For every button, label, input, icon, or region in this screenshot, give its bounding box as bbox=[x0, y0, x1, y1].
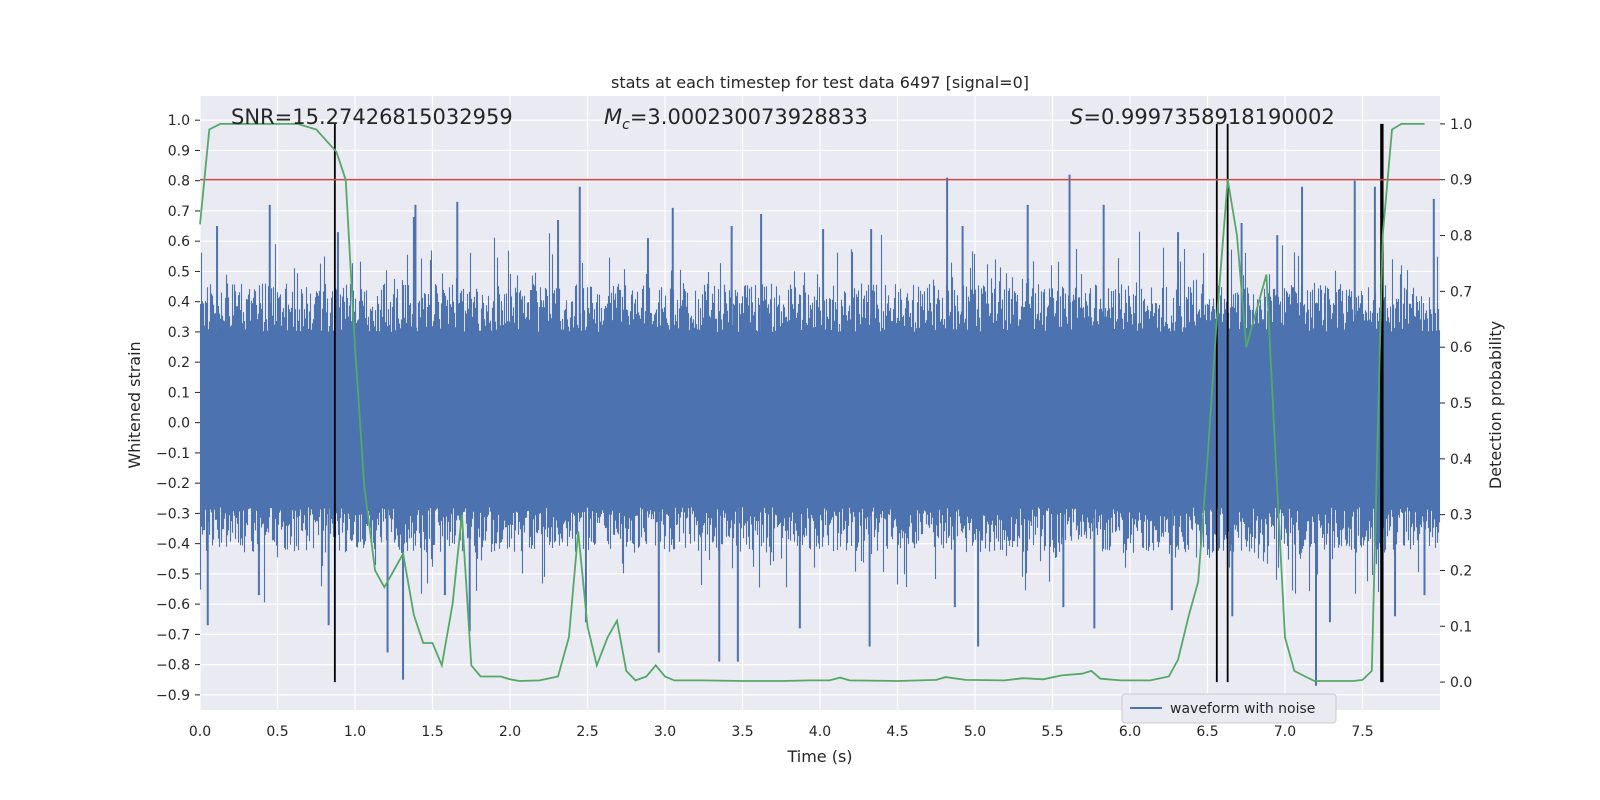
x-tick-label: 0.0 bbox=[189, 724, 211, 740]
y-right-tick-label: 1.0 bbox=[1450, 117, 1472, 133]
y-left-tick-label: 0.9 bbox=[168, 143, 190, 159]
y-left-tick-label: −0.8 bbox=[156, 658, 190, 674]
x-tick-label: 1.5 bbox=[421, 724, 443, 740]
legend-box bbox=[1121, 693, 1337, 724]
detection-vlines bbox=[333, 123, 1384, 683]
y-right-tick-label: 0.2 bbox=[1450, 563, 1472, 579]
y-right-tick-label: 0.4 bbox=[1450, 452, 1472, 468]
s-annotation: S=0.9997358918190002 bbox=[1070, 105, 1335, 129]
x-tick-label: 1.0 bbox=[344, 724, 366, 740]
x-tick-label: 7.0 bbox=[1274, 724, 1296, 740]
detection-probability-series bbox=[199, 123, 1425, 682]
y-left-tick-label: 0.2 bbox=[168, 355, 190, 371]
x-tick-label: 6.5 bbox=[1196, 724, 1218, 740]
x-tick-label: 6.0 bbox=[1119, 724, 1141, 740]
y-left-tick-label: 0.4 bbox=[168, 295, 190, 311]
y-right-tick-label: 0.3 bbox=[1450, 508, 1472, 524]
y-right-tick-label: 0.8 bbox=[1450, 229, 1472, 245]
y-left-tick-label: 0.5 bbox=[168, 264, 190, 280]
y-right-tick-label: 0.1 bbox=[1450, 619, 1472, 635]
y-right-tick-label: 0.0 bbox=[1450, 675, 1472, 691]
waveform-core bbox=[200, 337, 1440, 502]
x-tick-label: 2.5 bbox=[576, 724, 598, 740]
x-tick-label: 0.5 bbox=[266, 724, 288, 740]
waveform-noise-series bbox=[199, 174, 1441, 686]
y-left-tick-label: 0.0 bbox=[168, 416, 190, 432]
y-axis-label-left: Whitened strain bbox=[125, 341, 144, 468]
y-left-tick-label: −0.3 bbox=[156, 506, 190, 522]
chirp-mass-symbol: M bbox=[604, 105, 622, 129]
probability-line bbox=[199, 123, 1425, 682]
y-left-tick-labels: −0.9 −0.8 −0.7 −0.6 −0.5 −0.4 −0.3 −0.2 −0.1 0.0 0… bbox=[156, 113, 200, 704]
x-tick-label: 7.5 bbox=[1351, 724, 1373, 740]
snr-annotation: SNR=15.27426815032959 bbox=[231, 105, 513, 129]
s-value: =0.9997358918190002 bbox=[1083, 105, 1334, 129]
x-tick-label: 2.0 bbox=[499, 724, 521, 740]
y-left-tick-label: 1.0 bbox=[168, 113, 190, 129]
y-left-tick-label: −0.6 bbox=[156, 597, 190, 613]
y-axis-label-right: Detection probability bbox=[1486, 321, 1505, 489]
legend: waveform with noise bbox=[1121, 693, 1337, 724]
y-right-tick-label: 0.6 bbox=[1450, 340, 1472, 356]
x-tick-label: 4.5 bbox=[886, 724, 908, 740]
x-tick-label: 3.0 bbox=[654, 724, 676, 740]
chirp-mass-value: =3.000230073928833 bbox=[630, 105, 868, 129]
y-left-tick-label: 0.8 bbox=[168, 174, 190, 190]
y-left-tick-label: −0.4 bbox=[156, 537, 190, 553]
x-tick-label: 5.0 bbox=[964, 724, 986, 740]
chart-title: stats at each timestep for test data 649… bbox=[611, 73, 1029, 92]
y-left-tick-label: −0.1 bbox=[156, 446, 190, 462]
y-left-tick-label: −0.7 bbox=[156, 627, 190, 643]
y-left-tick-label: −0.5 bbox=[156, 567, 190, 583]
y-right-tick-label: 0.5 bbox=[1450, 396, 1472, 412]
x-tick-label: 5.5 bbox=[1041, 724, 1063, 740]
s-symbol: S bbox=[1070, 105, 1083, 129]
chirp-mass-subscript: c bbox=[622, 117, 630, 133]
y-right-tick-label: 0.7 bbox=[1450, 284, 1472, 300]
y-right-tick-label: 0.9 bbox=[1450, 173, 1472, 189]
x-tick-label: 4.0 bbox=[809, 724, 831, 740]
y-left-tick-label: 0.6 bbox=[168, 234, 190, 250]
y-left-tick-label: 0.3 bbox=[168, 325, 190, 341]
legend-label: waveform with noise bbox=[1170, 701, 1315, 717]
y-right-tick-labels: 0.0 0.1 0.2 0.3 0.4 0.5 0.6 0.7 0.8 0.9 1.0 bbox=[1440, 117, 1472, 691]
x-tick-labels: 0.0 0.5 1.0 1.5 2.0 2.5 3.0 3.5 4.0 4.5 5.0 5.5 6.0 6… bbox=[189, 724, 1374, 740]
y-left-tick-label: −0.9 bbox=[156, 688, 190, 704]
y-left-tick-label: 0.7 bbox=[168, 204, 190, 220]
x-axis-label: Time (s) bbox=[786, 747, 852, 766]
y-left-tick-label: 0.1 bbox=[168, 385, 190, 401]
chirp-mass-annotation: Mc=3.000230073928833 bbox=[604, 105, 868, 133]
y-left-tick-label: −0.2 bbox=[156, 476, 190, 492]
x-tick-label: 3.5 bbox=[731, 724, 753, 740]
